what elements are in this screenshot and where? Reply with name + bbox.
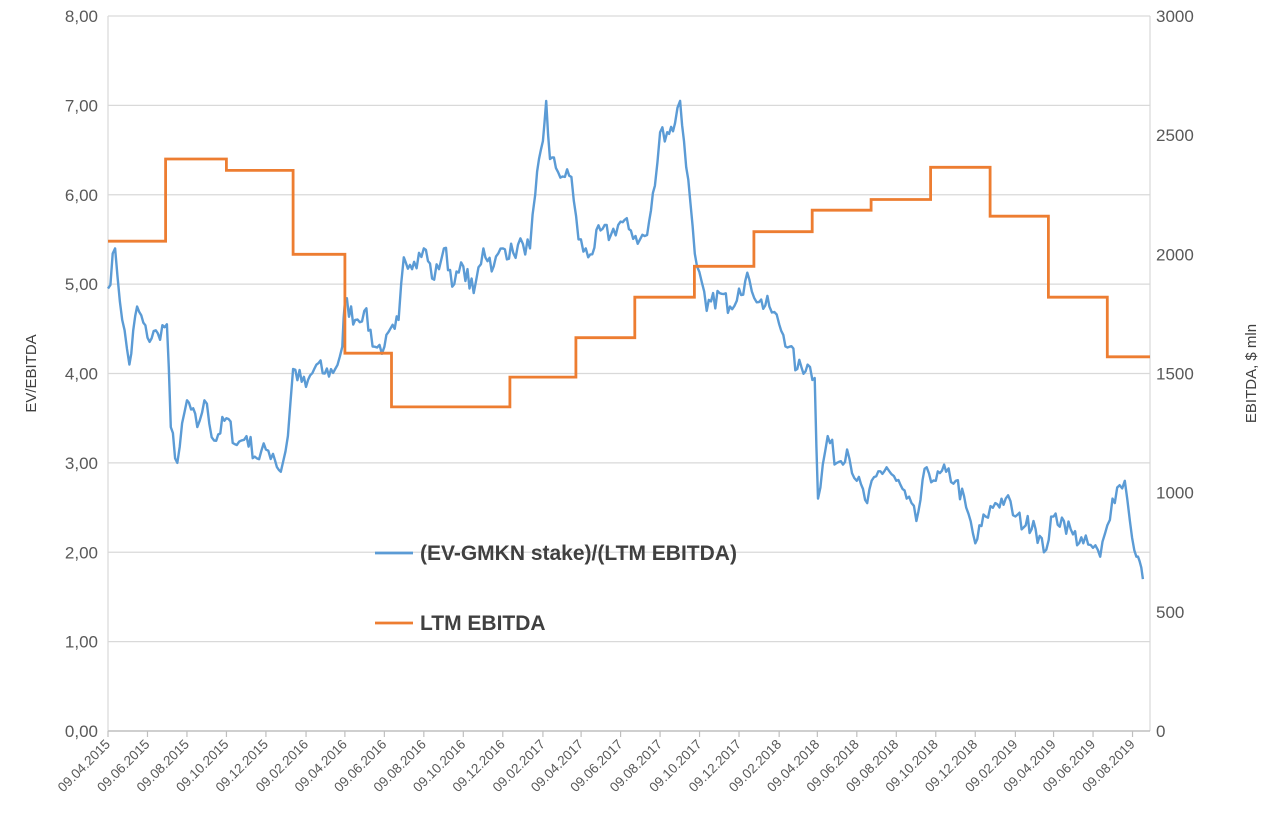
- left-tick-label: 2,00: [65, 543, 98, 562]
- right-tick-label: 2000: [1156, 245, 1194, 264]
- left-tick-label: 3,00: [65, 454, 98, 473]
- axes: [107, 16, 1151, 732]
- left-tick-label: 0,00: [65, 722, 98, 741]
- right-tick-label: 0: [1156, 722, 1165, 741]
- right-axis-ticks: 0 500 1000 1500 2000 2500 3000: [1156, 7, 1194, 741]
- left-axis-ticks: 0,00 1,00 2,00 3,00 4,00 5,00 6,00 7,00 8,00: [65, 7, 98, 741]
- series: [107, 99, 1150, 580]
- legend-label: LTM EBITDA: [420, 612, 546, 635]
- left-tick-label: 6,00: [65, 186, 98, 205]
- left-tick-label: 1,00: [65, 633, 98, 652]
- series-line-ltm-ebitda: [108, 157, 1150, 409]
- right-tick-label: 500: [1156, 603, 1184, 622]
- left-axis-title: EV/EBITDA: [23, 334, 40, 412]
- right-axis-title: EBITDA, $ mln: [1243, 324, 1260, 423]
- left-tick-label: 5,00: [65, 275, 98, 294]
- left-tick-label: 7,00: [65, 96, 98, 115]
- right-tick-label: 2500: [1156, 126, 1194, 145]
- right-tick-label: 1000: [1156, 484, 1194, 503]
- series-line-ev-ebitda: [107, 99, 1145, 580]
- right-tick-label: 3000: [1156, 7, 1194, 26]
- right-tick-label: 1500: [1156, 365, 1194, 384]
- legend-label: (EV-GMKN stake)/(LTM EBITDA): [420, 542, 737, 565]
- left-tick-label: 4,00: [65, 365, 98, 384]
- legend: (EV-GMKN stake)/(LTM EBITDA) LTM EBITDA: [375, 542, 737, 635]
- left-tick-label: 8,00: [65, 7, 98, 26]
